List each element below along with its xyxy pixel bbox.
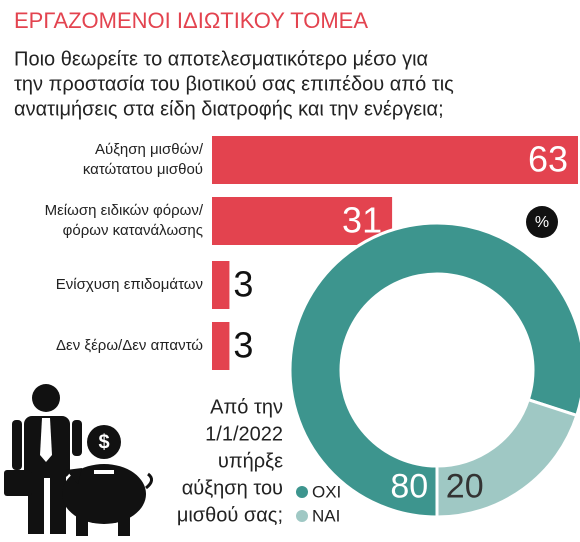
unit-badge: % [535,214,549,231]
legend-swatch [296,486,308,498]
value-label: 80 [390,467,428,505]
subtitle: Ποιο θεωρείτε το αποτελεσματικότερο μέσο… [14,48,428,70]
category-label: Αύξηση μισθών/ [95,141,204,158]
pie-title: υπήρξε [218,450,283,472]
value-label: 3 [233,264,253,305]
value-label: 63 [528,139,568,180]
pie-title: αύξηση του [182,477,283,499]
subtitle: ανατιμήσεις στα είδη διατροφής και την ε… [14,98,444,120]
bar [212,261,230,309]
donut-slice [288,221,580,519]
bar [212,197,393,245]
icon: $ [4,384,153,536]
category-label: Δεν ξέρω/Δεν απαντώ [56,337,203,354]
bar [212,136,578,184]
pie-title: Από την [210,396,283,418]
subtitle: την προστασία του βιοτικού σας επιπέδου … [14,73,454,95]
category-label: Μείωση ειδικών φόρων/ [45,202,204,219]
pie-title: μισθού σας; [177,504,283,526]
category-label: κατώτατου μισθού [83,161,203,178]
value-label: 3 [233,325,253,366]
legend-label: ΝΑΙ [312,506,340,525]
category-label: Ενίσχυση επιδομάτων [56,276,203,293]
value-label: 31 [342,200,382,241]
chart-title: ΕΡΓΑΖΟΜΕΝΟΙ ΙΔΙΩΤΙΚΟΥ ΤΟΜΕΑ [14,8,368,33]
bar [212,322,230,370]
pie-title: 1/1/2022 [205,423,283,445]
svg-text:$: $ [98,431,109,453]
legend-swatch [296,510,308,522]
legend-label: ΟΧΙ [312,482,341,501]
donut-slice [435,397,579,519]
category-label: φόρων κατανάλωσης [63,222,203,239]
unit-badge-circle [526,206,558,238]
value-label: 20 [446,467,484,505]
